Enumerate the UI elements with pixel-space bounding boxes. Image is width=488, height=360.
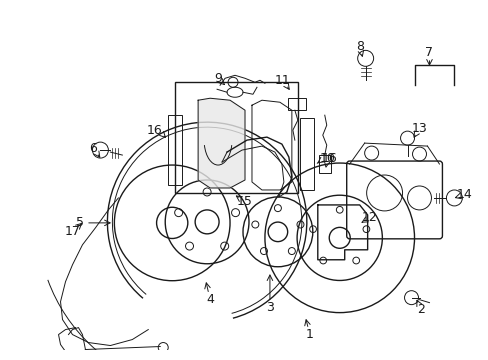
Bar [299,118,313,190]
Text: 17: 17 [64,225,80,238]
Bar [168,115,182,185]
Text: 8: 8 [355,40,363,53]
Text: 15: 15 [237,195,252,208]
Text: 16: 16 [321,152,337,165]
Text: 2: 2 [417,303,425,316]
Text: 16: 16 [146,123,162,137]
Text: 10: 10 [319,152,335,165]
Bar [287,98,305,110]
Text: 7: 7 [425,46,432,59]
Text: 5: 5 [76,216,84,229]
Text: 14: 14 [456,188,471,202]
Text: 6: 6 [89,141,97,154]
Bar [175,82,297,193]
Bar [318,155,330,173]
Text: 1: 1 [305,328,313,341]
Text: 13: 13 [411,122,427,135]
Text: 9: 9 [214,72,222,85]
Polygon shape [198,98,244,188]
Text: 11: 11 [274,74,290,87]
Text: 4: 4 [206,293,214,306]
Text: 12: 12 [361,211,377,224]
Text: 3: 3 [265,301,273,314]
